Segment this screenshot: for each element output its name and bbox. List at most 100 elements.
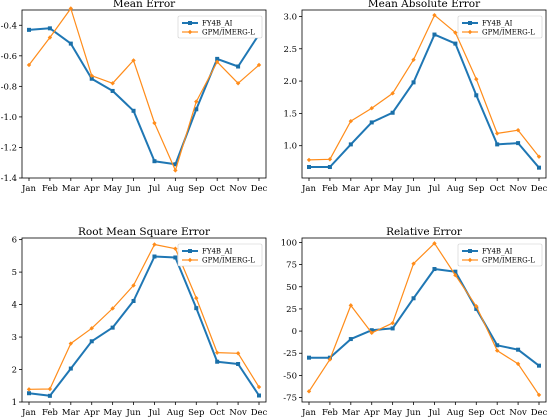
plot-frame: [301, 9, 547, 179]
y-tick-label: 3.0: [283, 12, 297, 22]
series-line-gpm: [308, 242, 540, 396]
y-tick-label: -0.4: [1, 21, 17, 31]
series-line-fy4b: [28, 27, 260, 166]
x-tick-label: Jun: [405, 408, 421, 417]
data-point-fy4b: [307, 355, 311, 360]
y-tick-label: -50: [283, 371, 297, 381]
data-point-fy4b: [474, 93, 479, 98]
x-tick-label: Apr: [363, 184, 381, 194]
y-tick-label: 5: [12, 268, 17, 278]
chart-panel-4: Relative Error -75 -50 -25 0 25 50 75 100 Jan Feb M…: [281, 226, 548, 417]
data-point-gpm: [453, 273, 458, 278]
y-tick-label: -0.8: [1, 82, 17, 92]
data-point-fy4b: [390, 110, 395, 115]
x-tick-label: Mar: [62, 408, 81, 417]
x-tick-label: Mar: [342, 408, 361, 417]
chart-title: Mean Error: [113, 0, 176, 10]
data-point-gpm: [369, 106, 374, 111]
data-point-fy4b: [68, 41, 73, 46]
data-point-fy4b: [257, 393, 261, 398]
data-point-fy4b: [495, 343, 500, 348]
x-tick-label: Dec: [251, 184, 268, 194]
x-tick-label: Aug: [446, 408, 465, 417]
data-point-fy4b: [327, 165, 332, 170]
data-point-gpm: [26, 62, 32, 68]
data-point-gpm: [89, 326, 94, 331]
data-point-fy4b: [411, 296, 416, 301]
data-point-fy4b: [495, 142, 500, 147]
x-tick-label: Aug: [166, 408, 185, 417]
legend-marker-fy4b: [468, 21, 472, 25]
x-tick-label: May: [383, 408, 402, 417]
data-point-fy4b: [152, 159, 157, 164]
data-point-fy4b: [537, 363, 541, 368]
legend-marker-fy4b: [188, 21, 192, 25]
data-point-gpm: [515, 361, 521, 367]
data-point-gpm: [515, 127, 521, 133]
legend-box: [457, 15, 543, 39]
x-tick-label: Jun: [125, 408, 141, 417]
x-tick-label: May: [103, 408, 122, 417]
data-point-gpm: [411, 57, 416, 62]
data-point-fy4b: [27, 391, 31, 396]
x-tick-label: Jun: [405, 184, 421, 194]
data-point-gpm: [256, 384, 262, 390]
data-point-fy4b: [432, 267, 437, 272]
data-point-gpm: [194, 295, 199, 301]
data-point-fy4b: [348, 142, 353, 147]
chart-title: Root Mean Square Error: [78, 226, 211, 238]
data-point-gpm: [235, 351, 241, 356]
series-line-gpm: [28, 7, 260, 171]
data-point-fy4b: [537, 165, 541, 170]
y-tick-label: -1.0: [1, 113, 17, 123]
series-line-gpm: [308, 14, 540, 161]
data-point-fy4b: [348, 337, 353, 342]
data-point-fy4b: [173, 162, 178, 167]
data-point-gpm: [235, 81, 241, 86]
data-point-gpm: [348, 303, 354, 308]
data-point-gpm: [47, 35, 53, 40]
data-point-gpm: [390, 320, 395, 326]
x-tick-label: Oct: [210, 408, 226, 417]
data-point-gpm: [474, 76, 479, 82]
legend-marker-gpm: [467, 29, 473, 35]
legend-marker-gpm: [187, 29, 193, 35]
data-point-gpm: [256, 62, 262, 68]
y-tick-label: -75: [283, 394, 297, 404]
data-point-gpm: [131, 283, 136, 288]
data-point-fy4b: [131, 108, 136, 113]
x-tick-label: Mar: [62, 184, 81, 194]
data-point-gpm: [536, 392, 542, 398]
data-point-gpm: [131, 58, 136, 63]
data-point-gpm: [390, 91, 395, 96]
data-point-gpm: [47, 386, 53, 392]
y-tick-label: 25: [286, 305, 297, 315]
data-point-gpm: [68, 341, 74, 346]
data-point-fy4b: [131, 299, 136, 304]
x-tick-label: Jan: [21, 184, 36, 194]
y-tick-label: 4: [12, 301, 17, 311]
y-tick-label: 2: [12, 366, 17, 376]
series-line-gpm: [28, 243, 260, 390]
data-point-gpm: [152, 120, 157, 126]
data-point-fy4b: [453, 269, 458, 274]
data-point-gpm: [214, 350, 220, 355]
x-tick-label: Nov: [509, 408, 527, 417]
y-tick-label: 1.0: [283, 142, 297, 152]
x-tick-label: Jul: [148, 408, 161, 417]
x-tick-label: Feb: [42, 184, 58, 194]
data-point-fy4b: [215, 56, 220, 61]
x-tick-label: Sep: [188, 184, 205, 194]
data-point-gpm: [173, 246, 178, 251]
x-tick-label: Dec: [531, 408, 548, 417]
chart-panel-3: Root Mean Square Error 1 2 3 4 5 6 Jan Feb Mar Apr…: [12, 226, 268, 417]
legend-marker-fy4b: [468, 249, 472, 253]
legend-label-fy4b: FY4B_AI: [482, 248, 513, 256]
data-point-fy4b: [68, 366, 73, 371]
x-tick-label: Jan: [21, 408, 36, 417]
data-point-gpm: [369, 330, 374, 336]
series-line-fy4b: [309, 268, 540, 367]
x-tick-label: Apr: [363, 408, 381, 417]
y-tick-label: 50: [286, 283, 297, 293]
